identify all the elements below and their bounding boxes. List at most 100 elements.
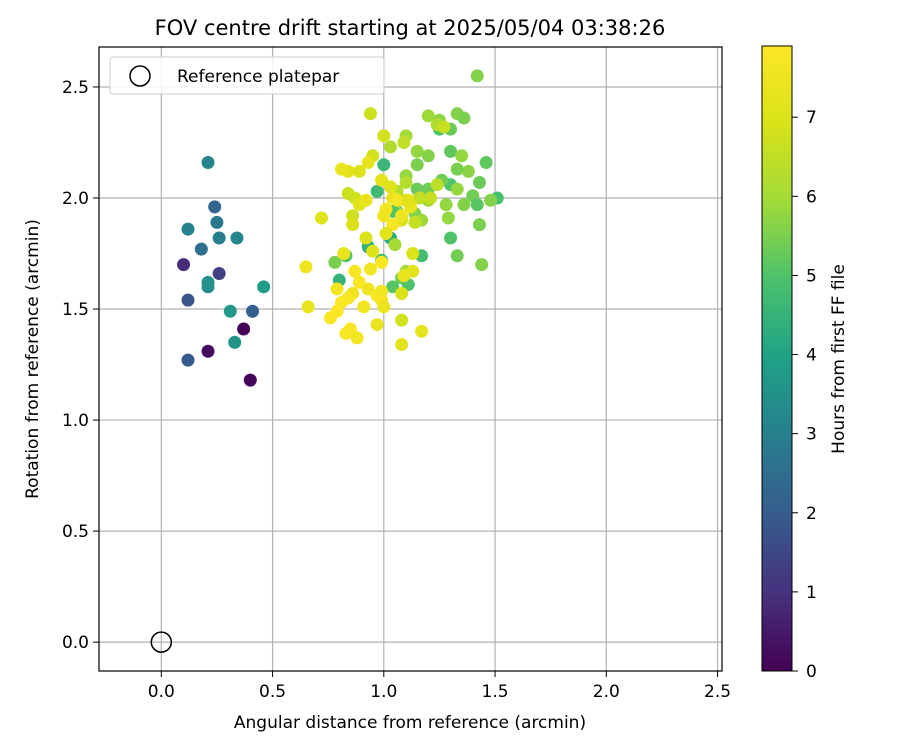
data-point [257,280,271,294]
data-point [359,193,373,207]
data-point [415,324,429,338]
data-point [359,231,373,245]
y-tick-label: 1.0 [62,411,89,431]
data-point [212,267,226,281]
data-point [450,249,464,263]
reference-platepar-marker [150,631,173,653]
data-point [352,275,366,289]
data-point [386,218,400,232]
data-point [455,149,469,163]
y-axis-label: Rotation from reference (arcmin) [23,219,43,499]
data-point [377,300,391,314]
data-point [395,286,409,300]
data-point [397,269,411,283]
data-point [395,338,409,352]
y-axis-ticks: 0.0 0.5 1.0 1.5 2.0 2.5 [62,78,99,653]
colorbar-gradient [761,45,793,672]
data-point [401,193,415,207]
data-point [377,129,391,143]
data-point [201,275,215,289]
colorbar-tick-label: 5 [806,266,817,286]
colorbar-ticks: 0 1 2 3 4 5 6 7 [792,108,817,682]
data-point [410,158,424,172]
data-point [201,155,215,169]
data-point [444,231,458,245]
data-point [375,173,389,187]
data-point [181,353,195,367]
data-point [363,107,377,121]
data-point [323,311,337,325]
data-point [421,149,435,163]
legend: Reference platepar [109,56,385,95]
colorbar-label: Hours from first FF file [829,264,849,454]
data-point [472,175,486,189]
x-tick-label: 0.0 [148,682,175,702]
data-point [390,193,404,207]
plot-area-frame [98,46,723,672]
data-point [472,218,486,232]
data-point [181,293,195,307]
data-point [301,300,315,314]
data-point [210,215,224,229]
data-point [201,344,215,358]
x-tick-label: 1.0 [370,682,397,702]
data-point [194,242,208,256]
data-point [370,318,384,332]
data-point [461,164,475,178]
data-point [408,215,422,229]
data-point [379,227,393,241]
data-point [361,155,375,169]
data-point [177,258,191,272]
y-tick-label: 2.5 [62,78,89,98]
colorbar-tick-label: 7 [806,108,817,128]
data-point [383,180,397,194]
data-point [339,326,353,340]
data-point [457,198,471,212]
data-point [470,69,484,83]
colorbar: 0 1 2 3 4 5 6 7 Hours from first FF file [761,45,849,682]
x-axis-label: Angular distance from reference (arcmin) [234,713,586,733]
data-point [352,164,366,178]
colorbar-tick-label: 3 [806,425,817,445]
data-point [181,222,195,236]
data-point [430,178,444,192]
chart-title: FOV centre drift starting at 2025/05/04 … [155,16,666,40]
data-point [346,209,360,223]
data-point [315,211,328,225]
colorbar-tick-label: 4 [806,346,817,366]
data-point [406,247,420,261]
data-point [410,144,424,158]
data-point [375,284,389,298]
data-point [366,244,380,258]
data-point [450,182,464,196]
data-point [450,162,464,176]
data-point [357,300,371,314]
colorbar-tick-label: 6 [806,187,817,207]
colorbar-tick-label: 2 [806,504,817,524]
data-point [228,335,242,349]
data-point [437,120,451,134]
data-point [457,111,471,125]
data-point [350,331,364,345]
data-point [388,238,402,252]
x-tick-label: 2.0 [593,682,620,702]
data-point [237,322,251,336]
data-point [348,264,362,278]
colorbar-tick-label: 0 [806,662,817,682]
data-point [346,218,360,232]
y-tick-label: 1.5 [62,300,89,320]
data-point [341,187,355,201]
data-point [337,247,351,261]
data-point [208,200,222,214]
data-point [377,158,391,172]
data-point [475,258,489,272]
data-point [223,304,237,318]
data-point [421,109,435,123]
data-points [177,69,504,387]
data-point [328,255,342,269]
data-point [479,155,493,169]
data-point [444,144,458,158]
x-axis-ticks: 0.0 0.5 1.0 1.5 2.0 2.5 [148,671,731,702]
